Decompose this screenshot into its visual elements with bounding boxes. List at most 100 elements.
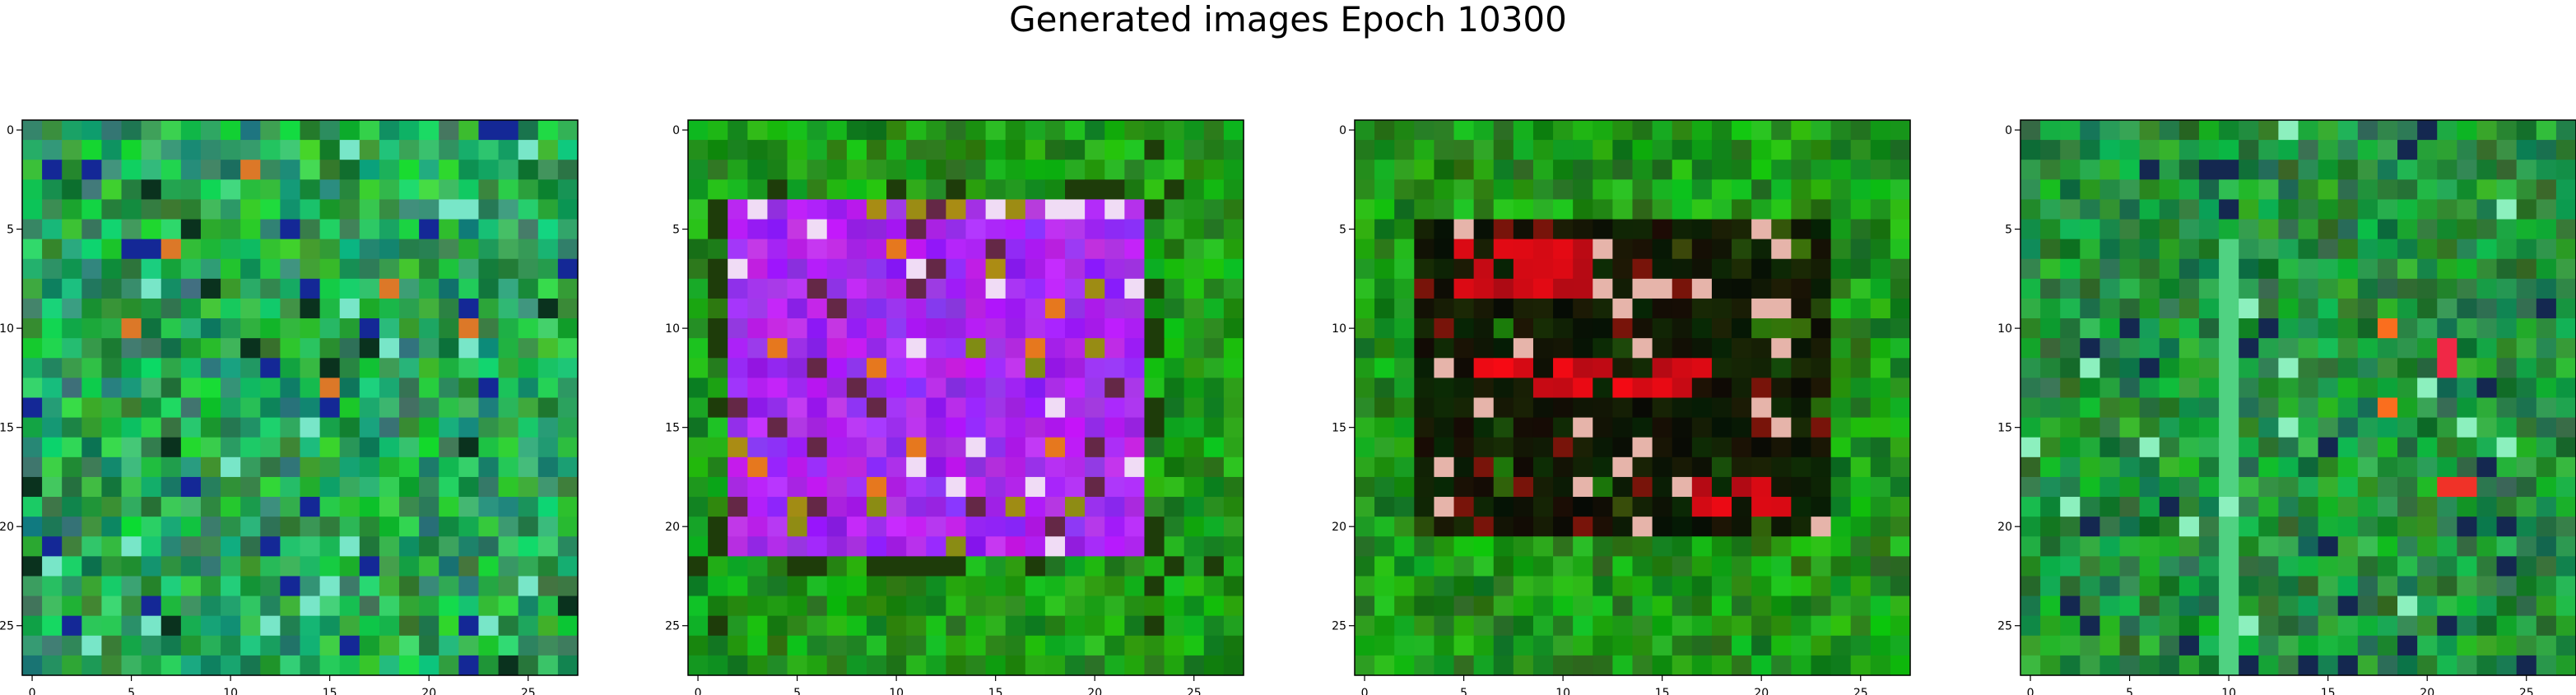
- pixel-cell: [1434, 298, 1455, 319]
- pixel-cell: [2139, 120, 2160, 141]
- pixel-cell: [906, 655, 927, 676]
- pixel-cell: [965, 358, 987, 378]
- pixel-cell: [2476, 199, 2498, 220]
- y-tick-label: 10: [0, 322, 14, 336]
- pixel-cell: [478, 239, 500, 260]
- pixel-cell: [1513, 160, 1534, 180]
- pixel-cell: [1711, 497, 1732, 517]
- pixel-cell: [160, 179, 182, 201]
- pixel-cell: [1473, 140, 1495, 160]
- pixel-cell: [160, 497, 182, 517]
- pixel-cell: [62, 298, 82, 319]
- pixel-cell: [1890, 595, 1911, 617]
- pixel-cell: [221, 417, 241, 438]
- pixel-cell: [2377, 655, 2398, 676]
- pixel-cell: [1632, 497, 1653, 517]
- pixel-cell: [518, 595, 539, 617]
- pixel-cell: [826, 476, 848, 498]
- pixel-cell: [728, 655, 748, 676]
- pixel-cell: [2457, 318, 2478, 339]
- pixel-cell: [319, 160, 341, 180]
- pixel-cell: [359, 160, 380, 180]
- pixel-cell: [81, 655, 103, 676]
- pixel-cell: [1672, 635, 1693, 656]
- pixel-cell: [708, 417, 728, 438]
- pixel-cell: [1870, 517, 1891, 537]
- pixel-cell: [200, 456, 221, 478]
- pixel-cell: [319, 258, 341, 280]
- pixel-cell: [2337, 635, 2359, 656]
- pixel-cell: [1124, 437, 1146, 458]
- y-tick-label: 0: [2005, 124, 2012, 137]
- pixel-cell: [747, 160, 769, 180]
- pixel-cell: [419, 140, 439, 160]
- pixel-cell: [1394, 595, 1415, 617]
- pixel-cell: [2555, 219, 2576, 240]
- pixel-cell: [280, 595, 301, 617]
- pixel-cell: [280, 497, 301, 517]
- pixel-cell: [2178, 635, 2200, 656]
- pixel-cell: [1025, 278, 1046, 299]
- pixel-cell: [1473, 160, 1495, 180]
- pixel-cell: [728, 536, 748, 557]
- pixel-cell: [985, 338, 1007, 359]
- pixel-cell: [1870, 378, 1891, 399]
- pixel-cell: [1672, 179, 1693, 201]
- pixel-cell: [1751, 219, 1772, 240]
- x-tick-label: 15: [323, 687, 337, 695]
- pixel-cell: [1434, 576, 1455, 597]
- pixel-cell: [2178, 456, 2200, 478]
- pixel-cell: [339, 615, 360, 637]
- pixel-cell: [1434, 655, 1455, 676]
- pixel-cell: [1850, 318, 1872, 339]
- pixel-cell: [846, 258, 867, 280]
- pixel-cell: [1870, 140, 1891, 160]
- pixel-cell: [2318, 140, 2339, 160]
- pixel-cell: [985, 595, 1007, 617]
- pixel-cell: [1771, 397, 1792, 419]
- pixel-cell: [498, 140, 519, 160]
- pixel-cell: [866, 476, 887, 498]
- pixel-cell: [2099, 278, 2121, 299]
- pixel-cell: [1394, 278, 1415, 299]
- pixel-cell: [160, 160, 182, 180]
- pixel-cell: [200, 635, 221, 656]
- pixel-cell: [728, 497, 748, 517]
- pixel-cell: [1355, 456, 1375, 478]
- pixel-cell: [985, 160, 1007, 180]
- pixel-cell: [2239, 258, 2259, 280]
- pixel-cell: [1005, 615, 1026, 637]
- pixel-cell: [2278, 199, 2299, 220]
- pixel-cell: [787, 635, 808, 656]
- pixel-cell: [2377, 556, 2398, 577]
- pixel-cell: [1164, 140, 1185, 160]
- pixel-cell: [1732, 239, 1752, 260]
- pixel-cell: [537, 497, 559, 517]
- pixel-cell: [1164, 595, 1185, 617]
- pixel-cell: [22, 397, 43, 419]
- pixel-cell: [359, 397, 380, 419]
- pixel-cell: [787, 338, 808, 359]
- pixel-cell: [2298, 517, 2319, 537]
- pixel-cell: [2258, 358, 2279, 378]
- pixel-cell: [2496, 298, 2518, 319]
- pixel-cell: [319, 635, 341, 656]
- pixel-cell: [1553, 239, 1574, 260]
- pixel-cell: [1005, 417, 1026, 438]
- pixel-cell: [826, 179, 848, 201]
- pixel-cell: [2178, 258, 2200, 280]
- pixel-cell: [1553, 278, 1574, 299]
- pixel-cell: [2397, 358, 2418, 378]
- pixel-cell: [2080, 497, 2101, 517]
- pixel-cell: [866, 615, 887, 637]
- pixel-cell: [1751, 160, 1772, 180]
- pixel-cell: [260, 437, 281, 458]
- pixel-cell: [1711, 576, 1732, 597]
- pixel-cell: [2159, 140, 2180, 160]
- pixel-cell: [1612, 517, 1634, 537]
- pixel-cell: [2119, 160, 2141, 180]
- pixel-cell: [2536, 437, 2557, 458]
- pixel-cell: [2080, 120, 2101, 141]
- pixel-cell: [826, 239, 848, 260]
- pixel-cell: [728, 318, 748, 339]
